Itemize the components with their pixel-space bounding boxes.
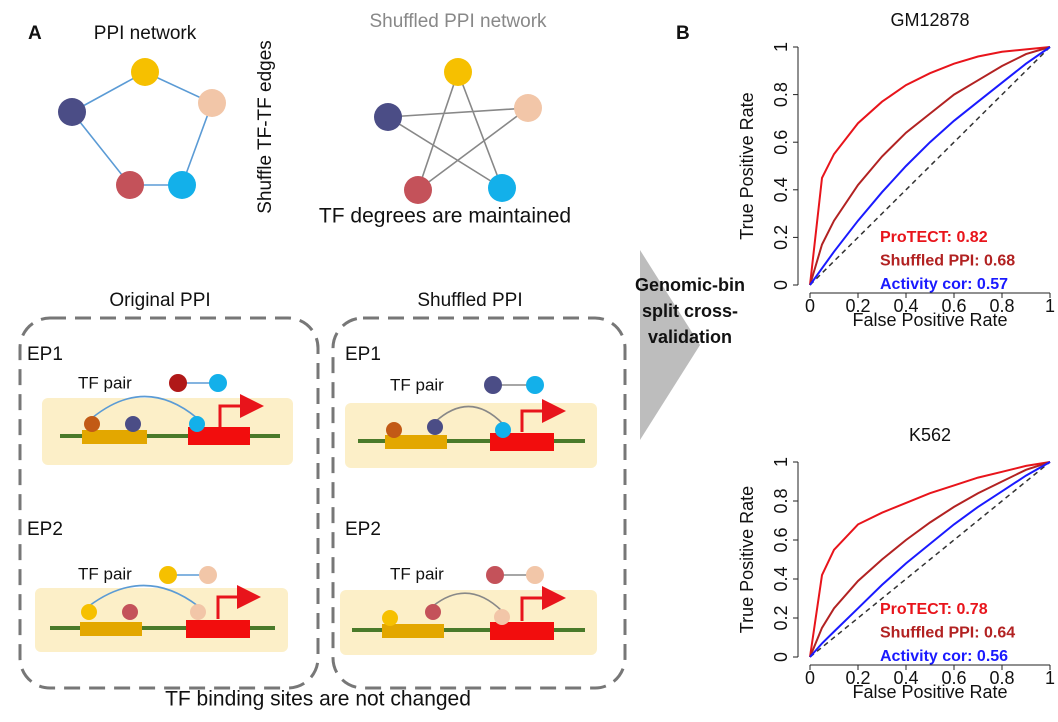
x-tick-label: 0 [805,668,815,688]
example-name: EP1 [345,344,381,365]
legend-entry: Activity cor: 0.56 [880,648,1008,665]
y-tick-label: 0.4 [771,566,791,591]
y-tick-label: 0.6 [771,130,791,155]
x-tick-label: 0.6 [941,668,966,688]
x-tick-label: 0.4 [893,668,918,688]
panel-label: A [28,23,42,44]
figure: A PPI network Shuffled PPI network Shuff… [0,0,1058,722]
shuffle-label: Shuffle TF-TF edges [255,40,276,214]
pair-label: TF pair [78,564,132,583]
example-original-ep2: EP2 TF pair [27,519,288,652]
example-name: EP1 [27,344,63,365]
reference-diagonal [810,47,1050,285]
network-title: PPI network [94,23,197,44]
y-tick-label: 1 [771,42,791,52]
arrow-label: Genomic-bin [635,275,745,295]
legend-entry: ProTECT: 0.82 [880,229,988,246]
ppi-network [58,58,226,199]
y-tick-label: 0 [771,280,791,290]
x-tick-label: 0.2 [845,668,870,688]
shuffled-network [374,58,542,204]
y-tick-label: 0.2 [771,225,791,250]
chart-title: K562 [909,425,951,445]
example-shuffled-ep2: EP2 TF pair [340,519,597,655]
network-title: Shuffled PPI network [369,11,547,32]
pair-label: TF pair [390,375,444,394]
pair-label: TF pair [78,373,132,392]
x-tick-label: 1 [1045,296,1055,316]
arrow-label: split cross- [642,301,738,321]
example-original-ep1: EP1 TF pair [27,344,293,465]
pair-label: TF pair [390,564,444,583]
panel-label: B [676,23,690,44]
y-tick-label: 0.8 [771,488,791,513]
footer-note: TF binding sites are not changed [165,688,471,711]
y-axis-label: True Positive Rate [737,486,757,633]
y-tick-label: 0.8 [771,82,791,107]
x-tick-label: 0.8 [989,668,1014,688]
page: A PPI network Shuffled PPI network Shuff… [0,0,1058,722]
chart-title: GM12878 [890,10,969,30]
legend-entry: Shuffled PPI: 0.68 [880,253,1015,270]
degree-note: TF degrees are maintained [319,205,571,228]
example-name: EP2 [27,519,63,540]
arrow-label: validation [648,327,732,347]
x-tick-label: 0.4 [893,296,918,316]
box-title: Shuffled PPI [417,290,522,311]
x-tick-label: 0.2 [845,296,870,316]
legend-entry: Activity cor: 0.57 [880,276,1008,293]
x-tick-label: 0.8 [989,296,1014,316]
y-tick-label: 0 [771,652,791,662]
y-tick-label: 1 [771,457,791,467]
x-axis-label: False Positive Rate [852,682,1007,702]
x-tick-label: 1 [1045,668,1055,688]
y-tick-label: 0.6 [771,527,791,552]
y-axis-label: True Positive Rate [737,92,757,239]
box-title: Original PPI [109,290,210,311]
x-axis-label: False Positive Rate [852,310,1007,330]
x-tick-label: 0.6 [941,296,966,316]
y-tick-label: 0.2 [771,605,791,630]
y-tick-label: 0.4 [771,177,791,202]
legend-entry: ProTECT: 0.78 [880,601,988,618]
example-name: EP2 [345,519,381,540]
example-shuffled-ep1: EP1 TF pair [345,344,597,468]
legend-entry: Shuffled PPI: 0.64 [880,625,1015,642]
x-tick-label: 0 [805,296,815,316]
